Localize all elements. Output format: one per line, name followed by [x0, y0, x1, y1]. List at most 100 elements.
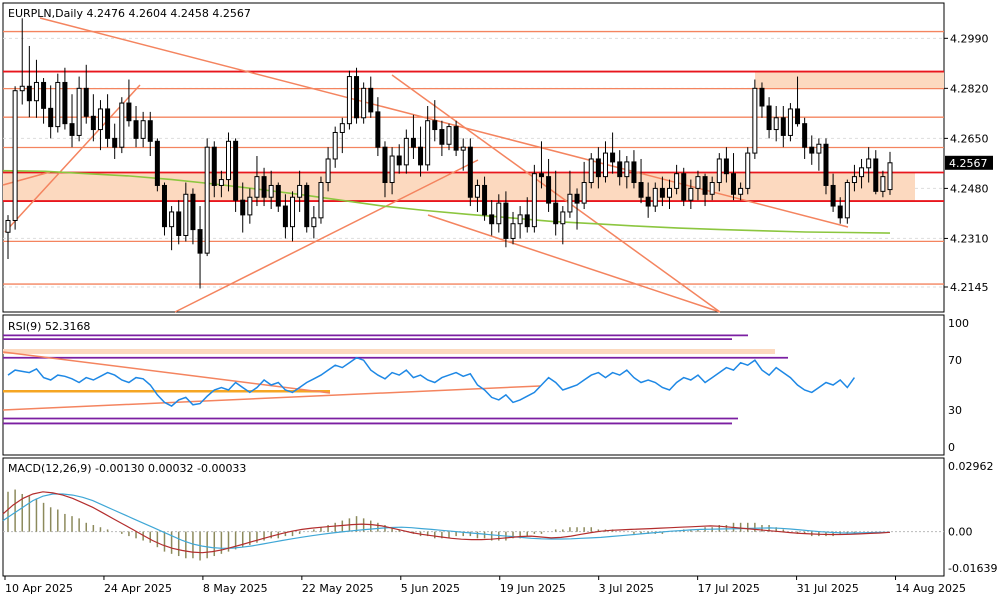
x-tick-label: 24 Apr 2025: [104, 582, 172, 595]
y-tick-label: 4.2820: [950, 82, 989, 95]
candle-body: [361, 87, 367, 119]
candle-body: [745, 152, 751, 189]
candle: [716, 153, 722, 192]
candle: [546, 158, 552, 212]
candle: [823, 138, 829, 195]
candle-body: [517, 214, 523, 225]
x-tick-label: 31 Jul 2025: [797, 582, 859, 595]
candle-body: [546, 176, 552, 204]
candle: [496, 194, 502, 233]
price-levels: [3, 30, 944, 285]
macd-y-axis: 0.02962 0.00 -0.01639: [948, 460, 997, 575]
candle-body: [695, 176, 701, 189]
moving-average: [2, 169, 891, 234]
candle: [510, 211, 516, 245]
candle-body: [290, 196, 296, 228]
candle: [766, 97, 772, 139]
candle-body: [161, 184, 167, 228]
candle: [418, 126, 424, 177]
macd-panel-frame: [2, 457, 945, 577]
candle: [809, 135, 815, 165]
candle-body: [581, 182, 587, 204]
moving-average-line: [2, 169, 891, 234]
candle-body: [595, 158, 601, 178]
candle-body: [574, 193, 580, 204]
candle: [190, 188, 196, 245]
price-zones: [3, 71, 944, 202]
candle: [161, 182, 167, 236]
candle: [659, 176, 665, 207]
candle-body: [218, 179, 224, 186]
trendline: [174, 159, 479, 313]
candle: [638, 158, 644, 204]
candle: [467, 138, 473, 207]
candle-body: [339, 123, 345, 133]
macd-y-tick-label: 0.00: [948, 526, 973, 539]
candle-body: [240, 199, 246, 216]
candle-body: [169, 211, 175, 228]
macd-panel: MACD(12,26,9) -0.00130 0.00032 -0.00033 …: [2, 457, 997, 577]
candle: [147, 111, 153, 157]
candle-body: [880, 176, 886, 192]
candle-body: [418, 146, 424, 166]
candle: [631, 150, 637, 189]
candle-body: [844, 182, 850, 219]
candle: [69, 94, 75, 148]
candle: [133, 106, 139, 148]
candle-body: [446, 126, 452, 145]
candle: [844, 179, 850, 224]
candle: [389, 147, 395, 195]
candle: [41, 78, 47, 124]
candle: [19, 18, 25, 105]
x-axis: 10 Apr 2025 24 Apr 2025 8 May 2025 22 May 2…: [4, 576, 966, 595]
candle-body: [112, 137, 118, 148]
x-tick-label: 5 Jun 2025: [401, 582, 460, 595]
candle: [553, 170, 559, 236]
x-tick-label: 19 Jun 2025: [500, 582, 566, 595]
y-tick-label: 4.2650: [950, 132, 989, 145]
candle-body: [55, 81, 61, 128]
candle-body: [851, 176, 857, 184]
candle: [795, 76, 801, 127]
candle-body: [688, 187, 694, 201]
candle: [282, 194, 288, 239]
candle: [410, 114, 416, 159]
candle-body: [226, 140, 231, 181]
candle: [759, 82, 765, 118]
y-tick-label: 4.2990: [950, 32, 989, 45]
candle-body: [204, 146, 210, 254]
candle: [524, 197, 530, 233]
candle-body: [176, 211, 182, 236]
candle: [574, 188, 580, 230]
candle-body: [140, 120, 146, 139]
candle-body: [560, 211, 566, 225]
candle: [55, 73, 61, 133]
candle: [311, 206, 317, 239]
candle: [780, 106, 786, 148]
candle: [290, 191, 296, 242]
candle: [403, 129, 409, 174]
candle: [617, 150, 623, 186]
candle: [62, 67, 68, 130]
candle-body: [795, 108, 801, 125]
candle: [169, 206, 175, 251]
candle-body: [389, 155, 395, 184]
candle-body: [439, 129, 445, 145]
candle-body: [33, 81, 39, 102]
rsi-trendline: [2, 351, 331, 394]
candle-body: [154, 140, 160, 186]
candle: [297, 170, 303, 212]
rsi-y-tick-label: 70: [948, 354, 962, 367]
candle-body: [866, 158, 872, 169]
candle-body: [48, 107, 54, 128]
candle: [738, 182, 744, 201]
candle: [26, 45, 32, 118]
candle-body: [602, 152, 608, 178]
candle-body: [12, 90, 18, 221]
candle-body: [332, 131, 338, 160]
candle: [645, 182, 651, 218]
candle: [226, 132, 231, 192]
candle-body: [738, 187, 744, 195]
candle-body: [26, 85, 32, 102]
candle-body: [346, 76, 352, 125]
